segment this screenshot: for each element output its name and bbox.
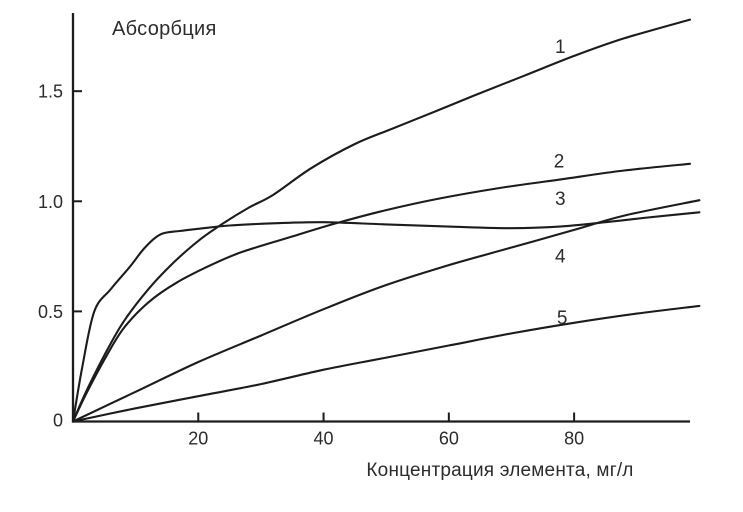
curve-label-2: 2 <box>554 152 565 173</box>
y-axis-title: Абсорбция <box>112 18 217 40</box>
x-tick-label-80: 80 <box>564 429 584 449</box>
x-tick-label-20: 20 <box>188 429 208 449</box>
x-tick-label-60: 60 <box>439 429 459 449</box>
curve-2 <box>71 162 692 423</box>
curve-1 <box>71 18 692 423</box>
curve-3 <box>71 211 701 423</box>
y-tick-label-0.5: 0.5 <box>38 302 63 322</box>
curve-5 <box>71 304 701 423</box>
curve-label-5: 5 <box>557 308 568 329</box>
y-tick-label-1.5: 1.5 <box>38 82 63 102</box>
curve-label-3: 3 <box>555 189 566 210</box>
x-axis-label: Концентрация элемента, мг/л <box>366 460 634 481</box>
x-tick-label-40: 40 <box>314 429 334 449</box>
y-tick-label-1.0: 1.0 <box>38 192 63 212</box>
origin-label: 0 <box>53 411 63 431</box>
curve-label-4: 4 <box>555 246 566 267</box>
curve-4 <box>71 199 701 423</box>
curve-label-1: 1 <box>555 37 566 58</box>
